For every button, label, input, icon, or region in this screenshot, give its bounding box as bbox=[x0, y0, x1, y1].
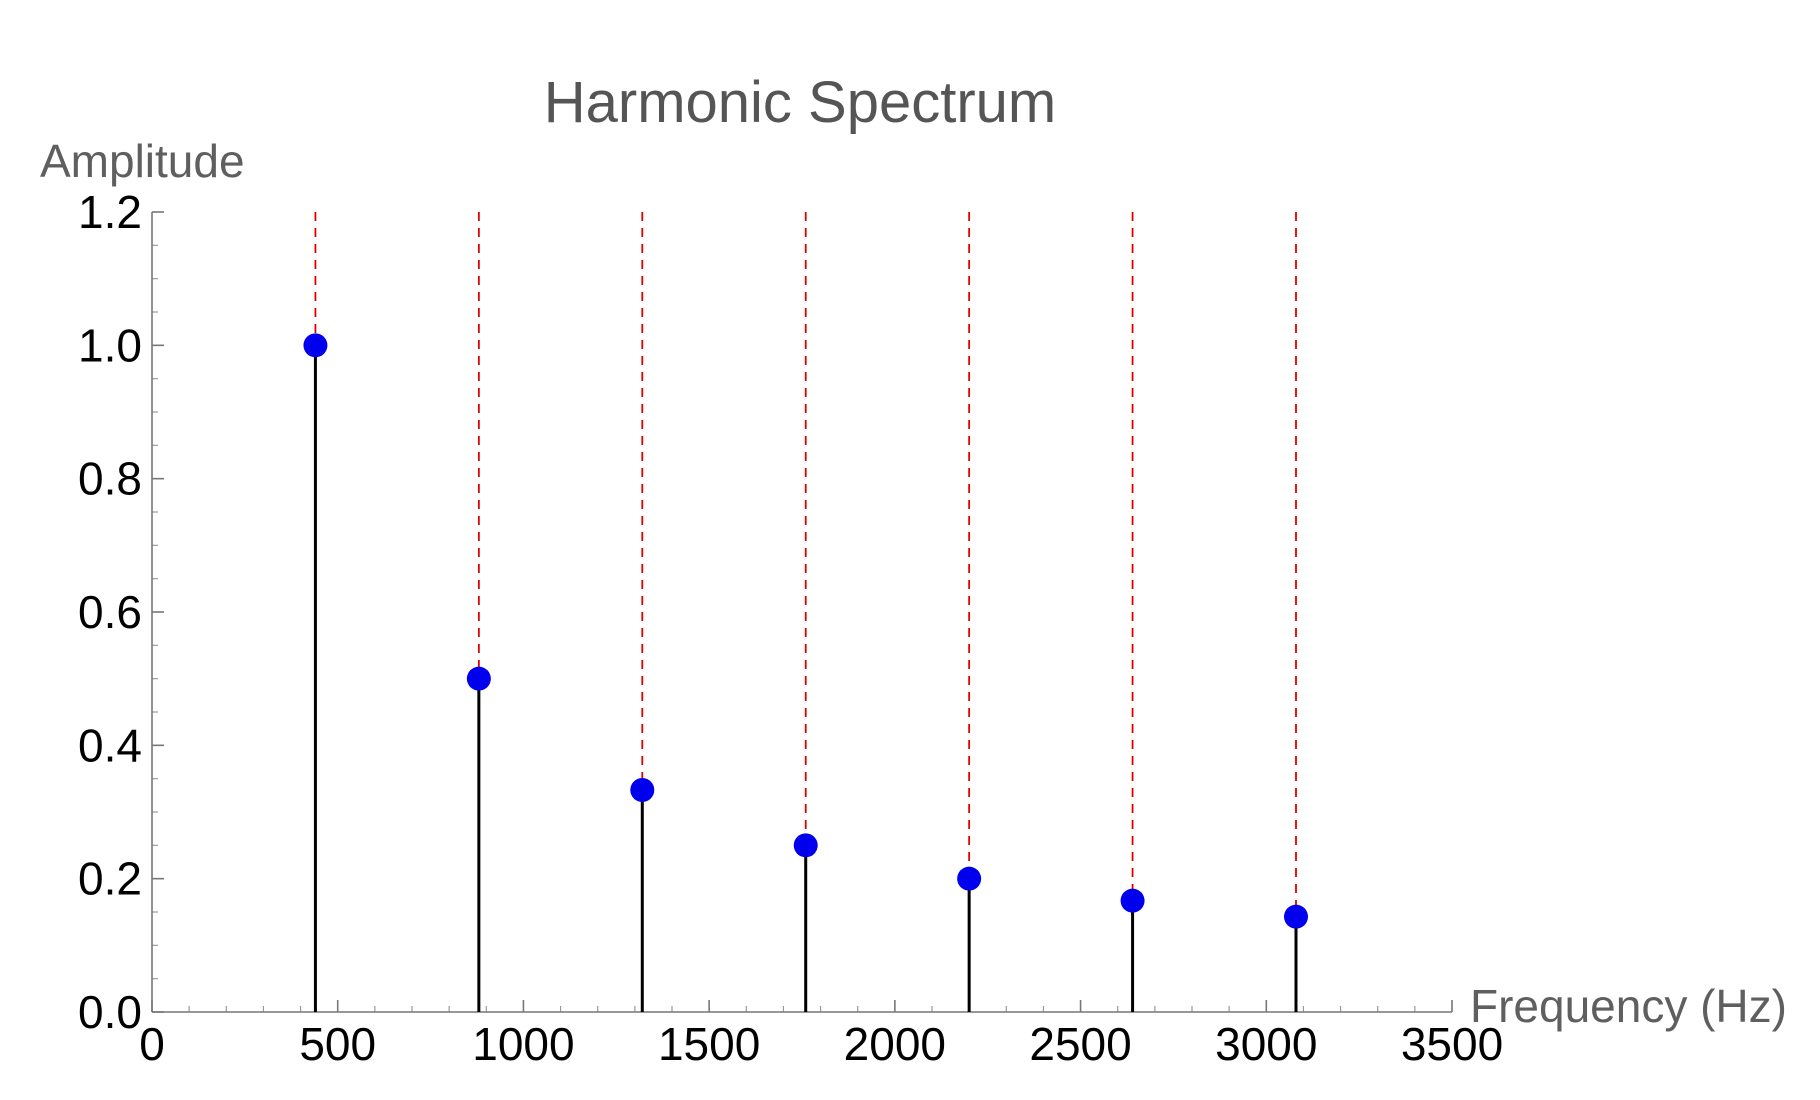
y-tick-label: 0.0 bbox=[78, 986, 142, 1038]
harmonic-point bbox=[957, 866, 982, 891]
data-points bbox=[303, 333, 1308, 929]
chart-title: Harmonic Spectrum bbox=[544, 70, 1056, 135]
y-tick-label: 0.6 bbox=[78, 586, 142, 638]
y-tick-label: 1.2 bbox=[78, 186, 142, 238]
x-tick-label: 2000 bbox=[844, 1018, 946, 1070]
stems bbox=[313, 345, 1298, 1012]
y-tick-label: 0.4 bbox=[78, 719, 142, 771]
harmonic-point bbox=[1284, 904, 1308, 929]
x-axis-label: Frequency (Hz) bbox=[1470, 980, 1787, 1032]
harmonic-point bbox=[630, 778, 655, 802]
x-tick-label: 1500 bbox=[658, 1018, 760, 1070]
y-tick-label: 1.0 bbox=[78, 319, 142, 371]
y-tick-label: 0.8 bbox=[78, 453, 142, 505]
x-tick-label: 3000 bbox=[1215, 1018, 1317, 1070]
axes bbox=[151, 211, 1453, 1013]
harmonic-point bbox=[466, 666, 491, 691]
x-tick-label: 500 bbox=[299, 1018, 376, 1070]
harmonic-point bbox=[793, 833, 818, 858]
x-tick-label: 2500 bbox=[1029, 1018, 1131, 1070]
harmonic-point bbox=[303, 333, 328, 358]
minor-ticks bbox=[152, 244, 1416, 1012]
x-tick-label: 0 bbox=[139, 1018, 165, 1070]
y-axis-label: Amplitude bbox=[40, 135, 245, 187]
y-tick-label: 0.2 bbox=[78, 853, 142, 905]
harmonic-point bbox=[1120, 888, 1145, 913]
x-tick-label: 3500 bbox=[1401, 1018, 1503, 1070]
x-tick-label: 1000 bbox=[472, 1018, 574, 1070]
tick-labels: 0 500 1000 1500 2000 2500 3000 3500 0.0 0.2 0.4 0.6… bbox=[78, 186, 1503, 1070]
